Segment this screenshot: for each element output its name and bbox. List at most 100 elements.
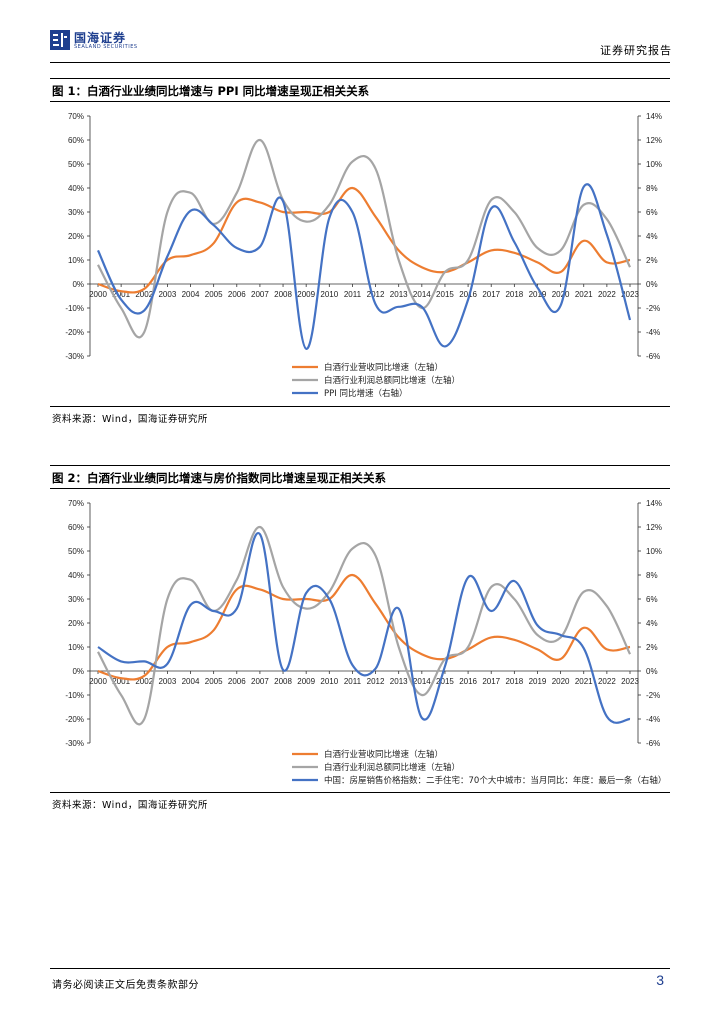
right-tick-label: -4%	[646, 715, 660, 724]
series-line-3	[97, 532, 631, 724]
right-tick-label: 6%	[646, 208, 658, 217]
figure-2-svg: 70% 60% 50% 40% 30% 20% 10% 0% -10% -20% -30% 14% 12…	[65, 499, 666, 786]
left-tick-label: -10%	[65, 304, 84, 313]
left-tick-label: 10%	[68, 256, 84, 265]
legend-label-2: 白酒行业利润总额同比增速（左轴）	[324, 762, 460, 773]
x-tick-label: 2018	[505, 677, 523, 686]
x-tick-label: 2007	[251, 290, 269, 299]
x-tick-label: 2010	[320, 677, 338, 686]
page-number: 3	[656, 972, 664, 988]
left-tick-label: 60%	[68, 523, 84, 532]
x-tick-label: 2003	[158, 290, 176, 299]
x-tick-label: 2023	[621, 677, 639, 686]
x-tick-label: 2014	[413, 290, 431, 299]
figure-1-svg: 70% 60% 50% 40% 30% 20% 10% 0% -10% -20% -30% 14% 12…	[65, 112, 662, 399]
left-tick-label: 40%	[68, 571, 84, 580]
left-tick-label: 70%	[68, 499, 84, 508]
x-tick-label: 2011	[344, 290, 362, 299]
figure-2-top-rule	[50, 465, 670, 466]
legend-label-1: 白酒行业营收同比增速（左轴）	[324, 749, 443, 760]
x-tick-label: 2012	[367, 677, 385, 686]
x-tick-label: 2002	[135, 677, 153, 686]
x-tick-label: 2021	[575, 290, 593, 299]
header-divider	[50, 62, 670, 63]
right-tick-label: 8%	[646, 571, 658, 580]
x-tick-label: 2021	[575, 677, 593, 686]
figure-1-title-rule	[50, 101, 670, 102]
left-tick-label: 70%	[68, 112, 84, 121]
right-tick-label: -2%	[646, 304, 660, 313]
figure-1-chart: 70% 60% 50% 40% 30% 20% 10% 0% -10% -20% -30% 14% 12…	[50, 104, 670, 404]
x-tick-label: 2007	[251, 677, 269, 686]
figure-2-bottom-rule	[50, 792, 670, 793]
figure-1-source: 资料来源：Wind，国海证券研究所	[52, 414, 208, 425]
left-tick-label: 50%	[68, 547, 84, 556]
figure-2-chart: 70% 60% 50% 40% 30% 20% 10% 0% -10% -20% -30% 14% 12…	[50, 491, 670, 791]
left-tick-label: 50%	[68, 160, 84, 169]
x-tick-label: 2022	[598, 290, 616, 299]
x-tick-label: 2020	[552, 290, 570, 299]
logo-mark-icon	[50, 30, 70, 50]
right-tick-label: 4%	[646, 232, 658, 241]
x-tick-label: 2019	[529, 677, 547, 686]
x-tick-label: 2023	[621, 290, 639, 299]
left-tick-label: 40%	[68, 184, 84, 193]
left-tick-label: -30%	[65, 352, 84, 361]
right-tick-label: 0%	[646, 280, 658, 289]
right-tick-label: -2%	[646, 691, 660, 700]
series-line-1	[97, 186, 631, 294]
x-tick-label: 2019	[529, 290, 547, 299]
right-tick-label: 14%	[646, 112, 662, 121]
x-tick-label: 2022	[598, 677, 616, 686]
right-tick-label: -4%	[646, 328, 660, 337]
x-tick-label: 2006	[228, 677, 246, 686]
x-tick-label: 2015	[436, 677, 454, 686]
x-tick-label: 2017	[482, 677, 500, 686]
figure-2-source: 资料来源：Wind，国海证券研究所	[52, 800, 208, 811]
x-tick-label: 2010	[320, 290, 338, 299]
x-tick-label: 2000	[89, 290, 107, 299]
right-tick-label: 8%	[646, 184, 658, 193]
legend-label-2: 白酒行业利润总额同比增速（左轴）	[324, 375, 460, 386]
series-line-1	[97, 573, 631, 681]
company-logo: 国海证券 SEALAND SECURITIES	[50, 28, 160, 54]
right-tick-label: -6%	[646, 739, 660, 748]
x-tick-label: 2001	[112, 290, 130, 299]
x-tick-label: 2013	[390, 677, 408, 686]
series-line-2	[97, 138, 631, 339]
right-tick-label: 12%	[646, 136, 662, 145]
series-line-2	[97, 525, 631, 726]
x-tick-label: 2017	[482, 290, 500, 299]
x-tick-label: 2004	[182, 290, 200, 299]
left-tick-label: 0%	[72, 667, 84, 676]
logo-text-cn: 国海证券	[74, 31, 127, 45]
legend-label-3: PPI 同比增速（右轴）	[324, 388, 407, 399]
legend-label-3: 中国：房屋销售价格指数：二手住宅：70个大中城市：当月同比：年度：最后一条（右轴…	[324, 775, 666, 786]
right-tick-label: 10%	[646, 547, 662, 556]
x-tick-label: 2016	[459, 290, 477, 299]
left-tick-label: 30%	[68, 208, 84, 217]
x-tick-label: 2020	[552, 677, 570, 686]
left-tick-label: 30%	[68, 595, 84, 604]
series-line-3	[97, 183, 632, 350]
left-tick-label: 20%	[68, 619, 84, 628]
x-tick-label: 2016	[459, 677, 477, 686]
right-tick-label: 4%	[646, 619, 658, 628]
disclaimer-note: 请务必阅读正文后免责条款部分	[52, 980, 199, 991]
left-tick-label: 60%	[68, 136, 84, 145]
x-tick-label: 2008	[274, 677, 292, 686]
x-tick-label: 2004	[182, 677, 200, 686]
right-tick-label: 14%	[646, 499, 662, 508]
report-type-label: 证券研究报告	[600, 44, 672, 57]
right-tick-label: 6%	[646, 595, 658, 604]
x-tick-label: 2009	[297, 677, 315, 686]
x-tick-label: 2011	[344, 677, 362, 686]
left-tick-label: -30%	[65, 739, 84, 748]
figure-2-title: 图 2：白酒行业业绩同比增速与房价指数同比增速呈现正相关关系	[52, 471, 387, 485]
figure-1-bottom-rule	[50, 406, 670, 407]
x-tick-label: 2005	[205, 290, 223, 299]
x-tick-label: 2002	[135, 290, 153, 299]
x-tick-label: 2009	[297, 290, 315, 299]
x-tick-label: 2014	[413, 677, 431, 686]
x-tick-label: 2015	[436, 290, 454, 299]
